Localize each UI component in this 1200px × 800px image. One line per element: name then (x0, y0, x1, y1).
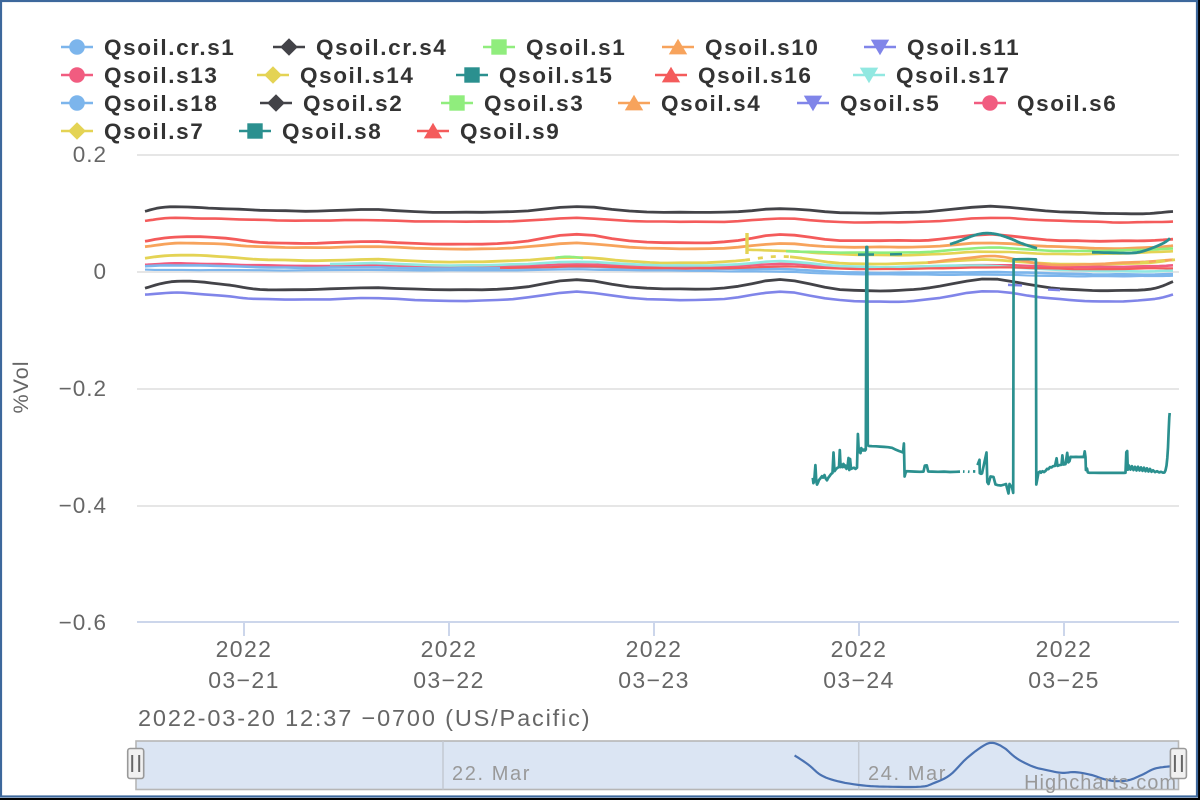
svg-text:22. Mar: 22. Mar (452, 763, 531, 785)
svg-text:Qsoil.s5: Qsoil.s5 (840, 91, 940, 116)
svg-text:2022: 2022 (216, 636, 273, 662)
svg-text:Qsoil.cr.s4: Qsoil.cr.s4 (316, 35, 447, 60)
svg-text:03−25: 03−25 (1028, 667, 1100, 693)
svg-text:Qsoil.s18: Qsoil.s18 (104, 91, 218, 116)
svg-text:2022: 2022 (421, 636, 478, 662)
svg-text:2022: 2022 (626, 636, 683, 662)
svg-text:03−22: 03−22 (413, 667, 485, 693)
svg-text:0: 0 (93, 259, 107, 284)
svg-text:Qsoil.s1: Qsoil.s1 (526, 35, 626, 60)
svg-text:03−23: 03−23 (618, 667, 690, 693)
svg-text:−0.6: −0.6 (59, 610, 107, 635)
svg-text:Qsoil.s8: Qsoil.s8 (282, 119, 382, 144)
svg-text:Qsoil.s17: Qsoil.s17 (896, 63, 1010, 88)
svg-text:24. Mar: 24. Mar (868, 763, 947, 785)
svg-text:−0.4: −0.4 (59, 493, 107, 518)
svg-text:Qsoil.s4: Qsoil.s4 (661, 91, 761, 116)
svg-text:0.2: 0.2 (73, 142, 107, 167)
svg-text:Highcharts.com: Highcharts.com (1024, 772, 1177, 794)
svg-text:Qsoil.cr.s1: Qsoil.cr.s1 (104, 35, 235, 60)
svg-text:2022: 2022 (831, 636, 888, 662)
svg-text:Qsoil.s6: Qsoil.s6 (1017, 91, 1117, 116)
svg-text:Qsoil.s10: Qsoil.s10 (705, 35, 819, 60)
svg-text:−0.2: −0.2 (59, 376, 107, 401)
svg-text:2022: 2022 (1036, 636, 1093, 662)
svg-text:Qsoil.s13: Qsoil.s13 (104, 63, 218, 88)
svg-text:03−21: 03−21 (208, 667, 280, 693)
svg-text:%Vol: %Vol (9, 360, 33, 413)
svg-text:03−24: 03−24 (823, 667, 895, 693)
svg-text:2022-03-20 12:37 −0700 (US/Pac: 2022-03-20 12:37 −0700 (US/Pacific) (138, 705, 591, 731)
svg-text:Qsoil.s16: Qsoil.s16 (698, 63, 812, 88)
svg-text:Qsoil.s15: Qsoil.s15 (499, 63, 613, 88)
svg-text:Qsoil.s9: Qsoil.s9 (460, 119, 560, 144)
svg-text:Qsoil.s2: Qsoil.s2 (303, 91, 403, 116)
svg-text:Qsoil.s7: Qsoil.s7 (104, 119, 204, 144)
svg-text:Qsoil.s11: Qsoil.s11 (907, 35, 1020, 60)
svg-text:Qsoil.s14: Qsoil.s14 (300, 63, 414, 88)
svg-text:Qsoil.s3: Qsoil.s3 (484, 91, 584, 116)
